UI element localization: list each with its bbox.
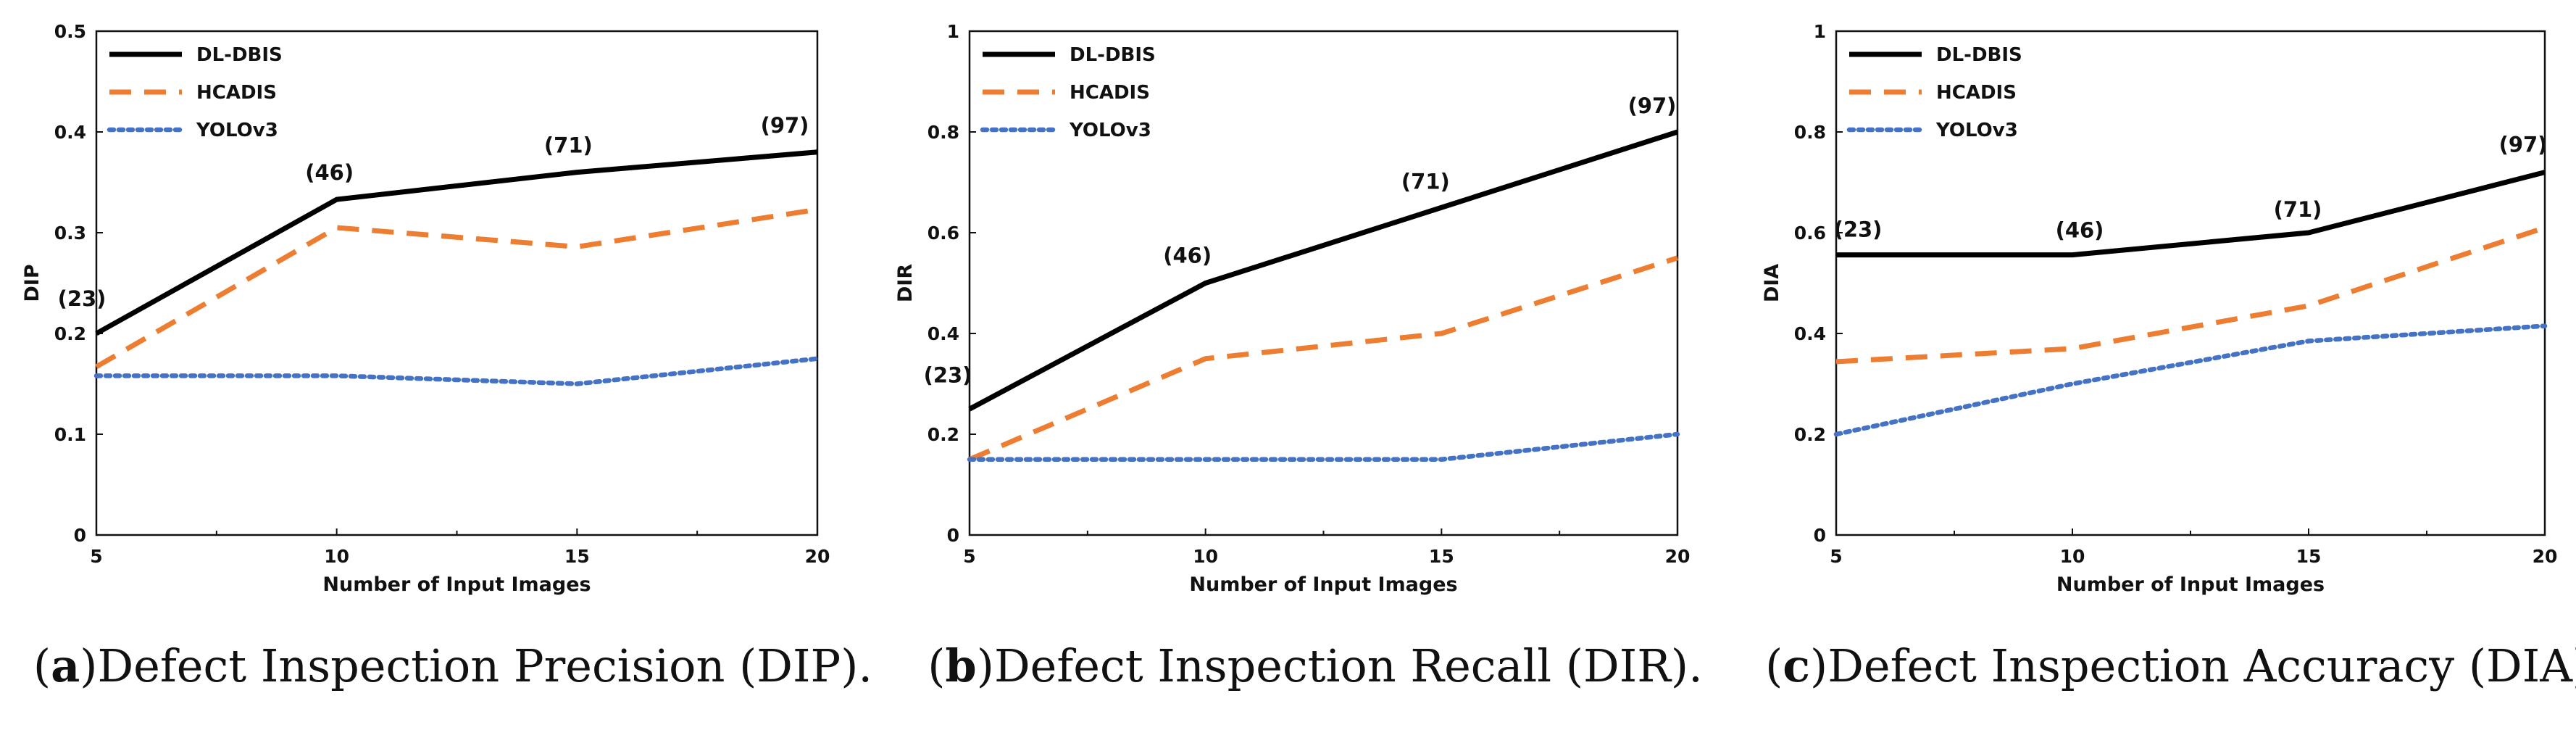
data-label: (46) bbox=[305, 160, 354, 185]
x-tick-label: 20 bbox=[2533, 546, 2558, 567]
y-tick-label: 0.6 bbox=[1794, 223, 1826, 244]
legend-label: YOLOv3 bbox=[1935, 120, 2018, 141]
data-label: (23) bbox=[924, 362, 972, 387]
panel-letter: a bbox=[51, 639, 80, 692]
y-tick-label: 0.2 bbox=[928, 424, 959, 445]
legend-label: HCADIS bbox=[1936, 82, 2017, 104]
panel-caption: (b)Defect Inspection Recall (DIR). bbox=[928, 639, 1703, 692]
x-tick-label: 10 bbox=[324, 546, 349, 567]
x-tick-label: 10 bbox=[2060, 546, 2085, 567]
plot-frame bbox=[1835, 30, 2546, 536]
y-tick-label: 0.1 bbox=[54, 424, 86, 445]
x-axis-label: Number of Input Images bbox=[2056, 573, 2325, 596]
data-label: (97) bbox=[761, 113, 809, 138]
chart-panel-a: 0 0.1 0.2 0.3 0.4 0.5 5 10 15 20 Number of Input I… bbox=[21, 21, 872, 692]
panel-letter: b bbox=[945, 639, 976, 692]
data-label: (23) bbox=[58, 286, 107, 311]
y-tick-label: 0.8 bbox=[1794, 122, 1826, 143]
y-axis-label: DIP bbox=[21, 264, 43, 302]
data-label: (97) bbox=[2499, 133, 2548, 157]
y-axis-label: DIR bbox=[894, 264, 917, 302]
legend-label: YOLOv3 bbox=[196, 120, 278, 141]
x-axis-label: Number of Input Images bbox=[322, 573, 591, 596]
series-line-yolov3 bbox=[967, 431, 1680, 462]
y-tick-label: 0 bbox=[74, 525, 86, 546]
y-tick-label: 0.6 bbox=[928, 223, 959, 244]
panel-letter: c bbox=[1783, 639, 1810, 692]
y-tick-label: 0.5 bbox=[54, 21, 86, 42]
panel-caption: (a)Defect Inspection Precision (DIP). bbox=[33, 639, 872, 692]
x-tick-label: 5 bbox=[963, 546, 975, 567]
series-line-hcadis bbox=[1835, 225, 2546, 365]
x-tick-label: 15 bbox=[2296, 546, 2322, 567]
legend-label: DL-DBIS bbox=[1070, 44, 1156, 66]
data-label: (97) bbox=[1628, 94, 1677, 118]
y-tick-label: 0.4 bbox=[1794, 323, 1826, 344]
y-tick-label: 0.4 bbox=[54, 122, 86, 143]
y-tick-label: 0.8 bbox=[928, 122, 959, 143]
series-line-yolov3 bbox=[93, 356, 820, 386]
x-tick-label: 15 bbox=[564, 546, 590, 567]
legend-label: YOLOv3 bbox=[1069, 120, 1151, 141]
data-label: (71) bbox=[1401, 169, 1450, 194]
y-tick-label: 0.2 bbox=[54, 323, 86, 344]
data-label: (23) bbox=[1834, 217, 1883, 242]
x-tick-label: 5 bbox=[90, 546, 102, 567]
legend-label: DL-DBIS bbox=[1936, 44, 2022, 66]
x-tick-label: 15 bbox=[1429, 546, 1454, 567]
data-label: (46) bbox=[1163, 244, 1212, 268]
legend-label: HCADIS bbox=[196, 82, 277, 104]
x-axis-label: Number of Input Images bbox=[1189, 573, 1457, 596]
y-tick-label: 0 bbox=[1814, 525, 1826, 546]
y-tick-label: 0.4 bbox=[928, 323, 959, 344]
plot-frame bbox=[95, 30, 819, 536]
x-tick-label: 10 bbox=[1193, 546, 1218, 567]
legend-label: HCADIS bbox=[1070, 82, 1150, 104]
series-line-hcadis bbox=[95, 207, 818, 369]
series-line-yolov3 bbox=[1833, 323, 2548, 437]
series-line-dl-dbis bbox=[968, 129, 1679, 412]
x-tick-label: 5 bbox=[1830, 546, 1842, 567]
series-line-hcadis bbox=[968, 255, 1679, 462]
y-axis-label: DIA bbox=[1761, 264, 1783, 302]
y-tick-label: 0.2 bbox=[1794, 424, 1826, 445]
y-tick-label: 1 bbox=[1814, 21, 1826, 42]
y-tick-label: 0 bbox=[947, 525, 959, 546]
y-tick-label: 1 bbox=[947, 21, 959, 42]
data-label: (71) bbox=[2274, 197, 2322, 222]
y-tick-label: 0.3 bbox=[54, 223, 86, 244]
data-label: (46) bbox=[2056, 218, 2104, 243]
x-tick-label: 20 bbox=[805, 546, 830, 567]
panel-caption: (c)Defect Inspection Accuracy (DIA). bbox=[1765, 639, 2576, 692]
x-tick-label: 20 bbox=[1665, 546, 1691, 567]
legend-label: DL-DBIS bbox=[196, 44, 283, 66]
series-line-dl-dbis bbox=[1836, 170, 2546, 258]
series-line-dl-dbis bbox=[95, 149, 818, 336]
data-label: (71) bbox=[544, 133, 593, 158]
